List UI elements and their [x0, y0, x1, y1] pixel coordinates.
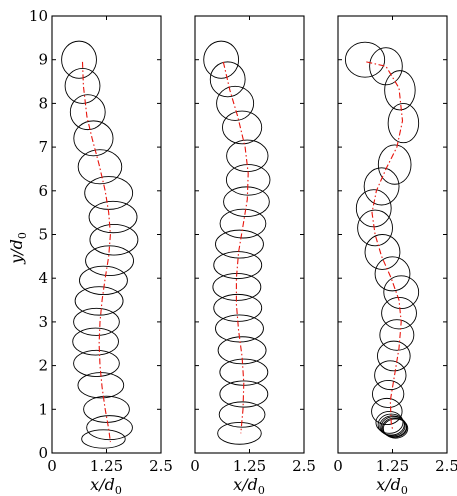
x-tick-label-middle-1: 1.25: [233, 457, 266, 475]
bubble-outline-middle-5: [225, 164, 271, 196]
bubble-outline-middle-1: [209, 61, 246, 98]
x-tick-label-middle-0: 0: [190, 457, 200, 475]
bubble-outline-middle-13: [217, 336, 267, 365]
bubble-outline-right-0: [344, 41, 386, 78]
bubble-outline-left-1: [64, 67, 101, 104]
x-tick-label-right-0: 0: [333, 457, 343, 475]
x-tick-label-left-0: 0: [47, 457, 57, 475]
bubble-outline-left-9: [79, 265, 128, 296]
panel-right: 0 1.25 2.5 x/d0: [333, 15, 457, 496]
trajectory-line-right: [366, 61, 404, 430]
y-tick-label-4: 4: [38, 269, 48, 287]
bubble-outline-right-2: [384, 70, 416, 111]
panel-right-axes: 0 1.25 2.5: [333, 15, 457, 475]
bubble-outline-middle-2: [216, 85, 255, 121]
bubble-outline-middle-8: [215, 229, 264, 259]
panel-middle-plot: [203, 40, 271, 445]
bubble-outline-right-21: [382, 417, 408, 438]
x-tick-label-left-2: 2.5: [149, 457, 173, 475]
bubble-outline-middle-0: [203, 40, 240, 79]
panel-right-plot: [344, 41, 420, 439]
panel-left-plot: [61, 40, 139, 449]
bubble-outline-right-18: [377, 413, 405, 436]
x-tick-label-right-2: 2.5: [435, 457, 457, 475]
bubble-outline-left-12: [72, 327, 119, 356]
panel-left: 0 1.25 2.5 0 1 2 3 4 5 6 7 8 9 10 x/d0: [29, 7, 173, 496]
bubble-outline-right-16: [371, 397, 403, 426]
bubble-outline-middle-12: [215, 314, 264, 343]
bubble-outline-left-11: [73, 307, 120, 336]
y-tick-label-1: 1: [38, 400, 48, 418]
y-tick-label-3: 3: [38, 313, 48, 331]
y-tick-label-0: 0: [38, 444, 48, 462]
bubble-outline-right-12: [379, 319, 415, 351]
y-axis-label-main: y/d: [7, 239, 26, 265]
bubble-outline-left-10: [74, 286, 124, 316]
bubble-outline-middle-7: [219, 208, 267, 239]
panel-left-frame: [51, 15, 162, 454]
bubble-outline-left-17: [81, 429, 126, 449]
panel-left-x-axis-label: x/d0: [90, 475, 122, 496]
bubble-outline-right-3: [387, 102, 420, 144]
bubble-outline-middle-4: [226, 139, 269, 173]
bubble-outline-middle-9: [213, 251, 263, 280]
bubble-outline-right-10: [383, 275, 420, 310]
bubble-outline-right-17: [375, 411, 404, 434]
panel-middle-frame: [194, 15, 305, 454]
bubble-outline-right-9: [374, 256, 411, 292]
x-tick-label-left-1: 1.25: [90, 457, 123, 475]
y-tick-label-9: 9: [38, 51, 48, 69]
panel-middle-x-axis-label: x/d0: [233, 475, 265, 496]
panel-right-x-axis-label: x/d0: [376, 475, 408, 496]
bubble-outline-middle-6: [223, 186, 270, 218]
panel-left-axes: 0 1.25 2.5 0 1 2 3 4 5 6 7 8 9 10: [29, 7, 173, 475]
bubble-outline-right-7: [357, 209, 393, 247]
panel-middle: 0 1.25 2.5 x/d0: [190, 15, 316, 496]
y-tick-label-5: 5: [38, 226, 48, 244]
bubble-outline-right-13: [377, 340, 411, 372]
bubble-outline-right-11: [381, 296, 417, 330]
bubble-outline-left-6: [88, 200, 138, 234]
y-axis-label: y/d0: [7, 232, 29, 265]
bubble-outline-left-0: [61, 40, 97, 79]
trajectory-line-left: [81, 61, 111, 443]
svg-text:y/d0: y/d0: [7, 232, 29, 265]
y-tick-label-6: 6: [38, 182, 48, 200]
bubble-outline-right-8: [364, 234, 401, 270]
trajectory-line-middle: [222, 61, 249, 434]
bubble-outline-right-14: [374, 360, 407, 391]
panel-middle-axes: 0 1.25 2.5: [190, 15, 316, 475]
y-tick-label-7: 7: [38, 138, 48, 156]
y-tick-label-2: 2: [38, 357, 48, 375]
bubble-outline-left-7: [89, 223, 139, 256]
bubble-outline-left-13: [73, 349, 120, 377]
bubble-outline-left-4: [77, 149, 123, 185]
y-tick-label-10: 10: [29, 7, 48, 25]
bubble-outline-right-5: [363, 167, 400, 206]
bubble-outline-right-1: [369, 47, 403, 86]
y-axis-label-sub: 0: [16, 232, 29, 239]
bubble-outline-left-8: [85, 245, 134, 277]
x-tick-label-middle-2: 2.5: [292, 457, 316, 475]
bubble-outline-middle-17: [217, 421, 262, 445]
bubble-outline-right-15: [371, 380, 405, 409]
x-tick-label-right-1: 1.25: [376, 457, 409, 475]
bubble-outline-middle-3: [222, 110, 263, 145]
bubble-outline-left-3: [73, 120, 114, 157]
bubble-outline-left-15: [83, 395, 130, 423]
bubble-outline-right-4: [377, 144, 412, 185]
bubble-outline-left-5: [84, 176, 134, 210]
bubble-outline-left-16: [86, 415, 133, 441]
bubble-outline-right-19: [379, 415, 406, 437]
bubble-outline-middle-16: [218, 401, 266, 428]
bubble-outline-middle-15: [219, 380, 269, 408]
bubble-outline-left-2: [69, 94, 106, 131]
bubble-outline-right-22: [382, 418, 409, 439]
y-tick-label-8: 8: [38, 94, 48, 112]
